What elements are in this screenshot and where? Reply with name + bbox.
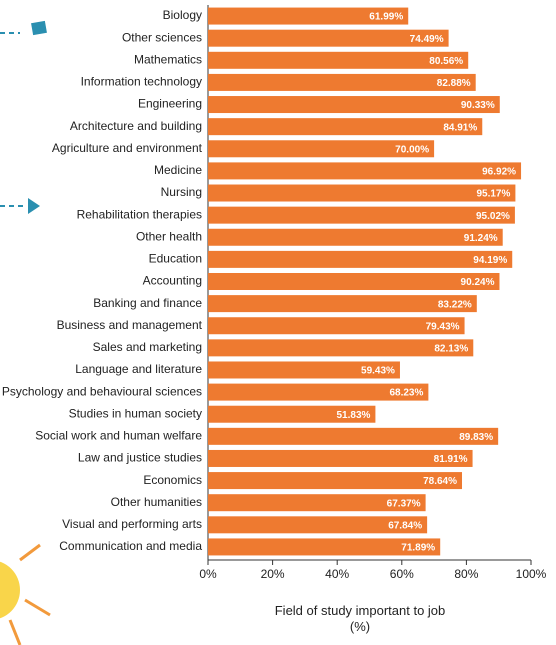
bar [208, 184, 516, 202]
value-label: 90.33% [461, 100, 495, 111]
value-label: 96.92% [482, 167, 516, 178]
value-label: 67.37% [387, 498, 421, 509]
value-label: 84.91% [443, 122, 477, 133]
y-tick-label: Economics [143, 473, 202, 487]
x-tick-label: 80% [454, 567, 478, 581]
decoration [0, 20, 51, 645]
bar [208, 118, 483, 136]
bar [208, 228, 503, 246]
value-label: 91.24% [464, 233, 498, 244]
y-tick-label: Rehabilitation therapies [77, 207, 202, 221]
value-label: 61.99% [369, 12, 403, 23]
bar [208, 206, 515, 224]
value-label: 95.17% [476, 189, 510, 200]
y-tick-label: Business and management [57, 318, 203, 332]
y-tick-label: Accounting [143, 274, 202, 288]
bar [208, 317, 465, 335]
x-tick-label: 20% [261, 567, 285, 581]
bar [208, 7, 409, 25]
bar [208, 250, 513, 268]
y-tick-label: Biology [163, 8, 202, 22]
value-label: 83.22% [438, 299, 472, 310]
x-axis-label: Field of study important to job (%) [274, 603, 446, 634]
bar [208, 162, 522, 180]
y-tick-label: Banking and finance [93, 296, 202, 310]
bar [208, 494, 426, 512]
bar [208, 472, 463, 490]
y-tick-label: Architecture and building [70, 119, 202, 133]
y-tick-label: Communication and media [59, 539, 202, 553]
y-tick-label: Studies in human society [69, 406, 202, 420]
bar [208, 339, 474, 357]
y-tick-label: Visual and performing arts [62, 517, 202, 531]
y-tick-label: Information technology [81, 75, 202, 89]
y-tick-label: Medicine [154, 163, 202, 177]
bar [208, 73, 476, 91]
value-label: 94.19% [473, 255, 507, 266]
value-label: 51.83% [336, 410, 370, 421]
y-tick-label: Sales and marketing [93, 340, 202, 354]
x-tick-label: 0% [199, 567, 217, 581]
y-tick-label: Law and justice studies [78, 451, 202, 465]
value-label: 59.43% [361, 366, 395, 377]
value-label: 79.43% [426, 321, 460, 332]
x-tick-label: 60% [390, 567, 414, 581]
value-label: 82.13% [434, 344, 468, 355]
bar [208, 96, 500, 114]
bar [208, 383, 429, 401]
bar [208, 29, 449, 47]
value-label: 89.83% [459, 432, 493, 443]
value-label: 67.84% [388, 520, 422, 531]
value-label: 74.49% [410, 34, 444, 45]
y-tick-label: Social work and human welfare [35, 429, 202, 443]
y-tick-label: Agriculture and environment [52, 141, 203, 155]
x-tick-label: 100% [516, 567, 547, 581]
bar [208, 361, 400, 379]
bar [208, 516, 428, 534]
bar [208, 538, 441, 556]
y-tick-label: Psychology and behavioural sciences [2, 384, 202, 398]
bar [208, 405, 376, 423]
bar [208, 51, 469, 69]
y-tick-label: Other sciences [122, 30, 202, 44]
value-label: 68.23% [389, 388, 423, 399]
bar [208, 295, 477, 313]
value-label: 71.89% [401, 543, 435, 554]
bar [208, 427, 499, 445]
y-tick-label: Other humanities [111, 495, 202, 509]
y-tick-label: Mathematics [134, 52, 202, 66]
x-tick-label: 40% [325, 567, 349, 581]
y-tick-label: Language and literature [75, 362, 202, 376]
y-tick-label: Education [149, 252, 202, 266]
bar [208, 140, 435, 158]
value-label: 70.00% [395, 144, 429, 155]
y-tick-label: Nursing [161, 185, 202, 199]
value-label: 95.02% [476, 211, 510, 222]
bar [208, 273, 500, 290]
y-tick-label: Engineering [138, 97, 202, 111]
value-label: 82.88% [437, 78, 471, 89]
value-label: 78.64% [423, 476, 457, 487]
value-label: 80.56% [429, 56, 463, 67]
bar [208, 449, 473, 467]
value-label: 90.24% [461, 277, 495, 288]
y-tick-label: Other health [136, 229, 202, 243]
value-label: 81.91% [434, 454, 468, 465]
